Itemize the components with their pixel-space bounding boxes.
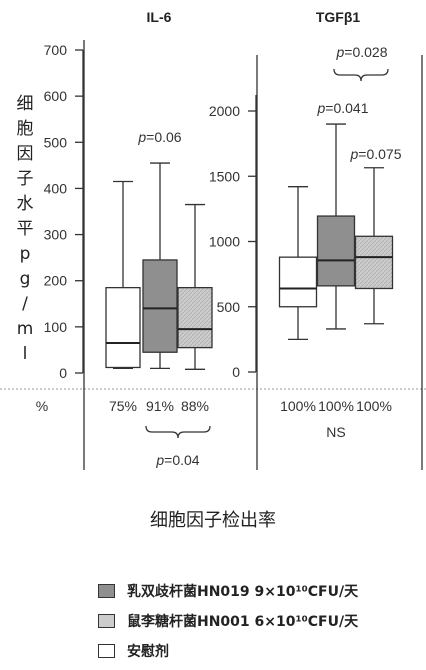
x-axis-caption: 细胞因子检出率: [150, 510, 276, 531]
legend-label-hn019: 乳双歧杆菌HN019 9×10¹⁰CFU/天: [127, 584, 359, 600]
ns-label: NS: [326, 424, 345, 440]
legend-label-hn001: 鼠李糖杆菌HN001 6×10¹⁰CFU/天: [127, 614, 359, 630]
y-tick-label: 200: [44, 273, 68, 289]
y-axis-label-char: p: [19, 244, 31, 264]
box-iqr: [316, 215, 356, 287]
legend-swatch-hn019: [98, 584, 115, 598]
y-axis-label: 细胞因子水平 p g / m l: [14, 92, 36, 367]
y-tick-label: 0: [59, 365, 67, 381]
y-axis-label-char: l: [22, 344, 28, 364]
y-tick-label: 1000: [209, 234, 240, 250]
legend-swatch-hn001: [98, 614, 115, 628]
y-tick-label: 700: [44, 42, 68, 58]
box-iqr: [354, 235, 394, 290]
y-tick-label: 100: [44, 319, 68, 335]
p-value-annotation: p=0.028: [335, 44, 387, 60]
detection-rate-label: 91%: [146, 398, 174, 414]
y-tick-label: 600: [44, 88, 68, 104]
p-value-bracket: [333, 68, 389, 82]
y-tick-label: 0: [232, 364, 240, 380]
detection-rate-label: 100%: [356, 398, 392, 414]
legend-item-placebo: 安慰剂: [98, 636, 358, 666]
p-value-bracket: [145, 425, 211, 439]
detection-rate-label: 100%: [280, 398, 316, 414]
p-value-annotation: p=0.041: [316, 100, 368, 116]
legend-item-hn001: 鼠李糖杆菌HN001 6×10¹⁰CFU/天: [98, 606, 358, 636]
detection-rate-label-fragment: %: [36, 398, 48, 414]
detection-rate-label: 75%: [109, 398, 137, 414]
p-value-annotation: p=0.06: [137, 129, 181, 145]
y-axis-label-char: /: [22, 294, 28, 314]
y-axis-label-char: 平: [16, 219, 34, 239]
box-iqr: [278, 256, 318, 308]
y-axis-label-char: 水: [16, 194, 34, 214]
y-axis-label-char: 细: [16, 94, 34, 114]
panel-title: IL-6: [147, 9, 172, 25]
y-tick-label: 400: [44, 180, 68, 196]
legend-swatch-placebo: [98, 644, 115, 658]
legend-label-placebo: 安慰剂: [127, 644, 169, 660]
panel-title: TGFβ1: [316, 9, 361, 25]
detection-rate-label: 88%: [181, 398, 209, 414]
y-tick-label: 300: [44, 227, 68, 243]
y-axis-label-char: m: [16, 319, 34, 339]
p-value-annotation: p=0.04: [155, 452, 199, 468]
y-axis-label-char: 子: [16, 169, 34, 189]
y-tick-label: 2000: [209, 103, 240, 119]
y-tick-label: 1500: [209, 168, 240, 184]
box-plot-chart: IL-6 0 100 200 300 400 500 600 700 75% 91% 88% TGFβ1…: [0, 9, 426, 470]
box-iqr: [142, 259, 178, 353]
y-tick-label: 500: [217, 299, 241, 315]
y-tick-label: 500: [44, 134, 68, 150]
legend: 乳双歧杆菌HN019 9×10¹⁰CFU/天 鼠李糖杆菌HN001 6×10¹⁰…: [98, 576, 358, 666]
y-axis-label-char: 因: [16, 144, 34, 164]
y-axis-label-char: g: [19, 269, 31, 289]
p-value-annotation: p=0.075: [349, 146, 401, 162]
detection-rate-label: 100%: [318, 398, 354, 414]
box-iqr: [105, 286, 141, 369]
legend-item-hn019: 乳双歧杆菌HN019 9×10¹⁰CFU/天: [98, 576, 358, 606]
box-iqr: [177, 286, 213, 349]
y-axis-label-char: 胞: [16, 119, 34, 139]
